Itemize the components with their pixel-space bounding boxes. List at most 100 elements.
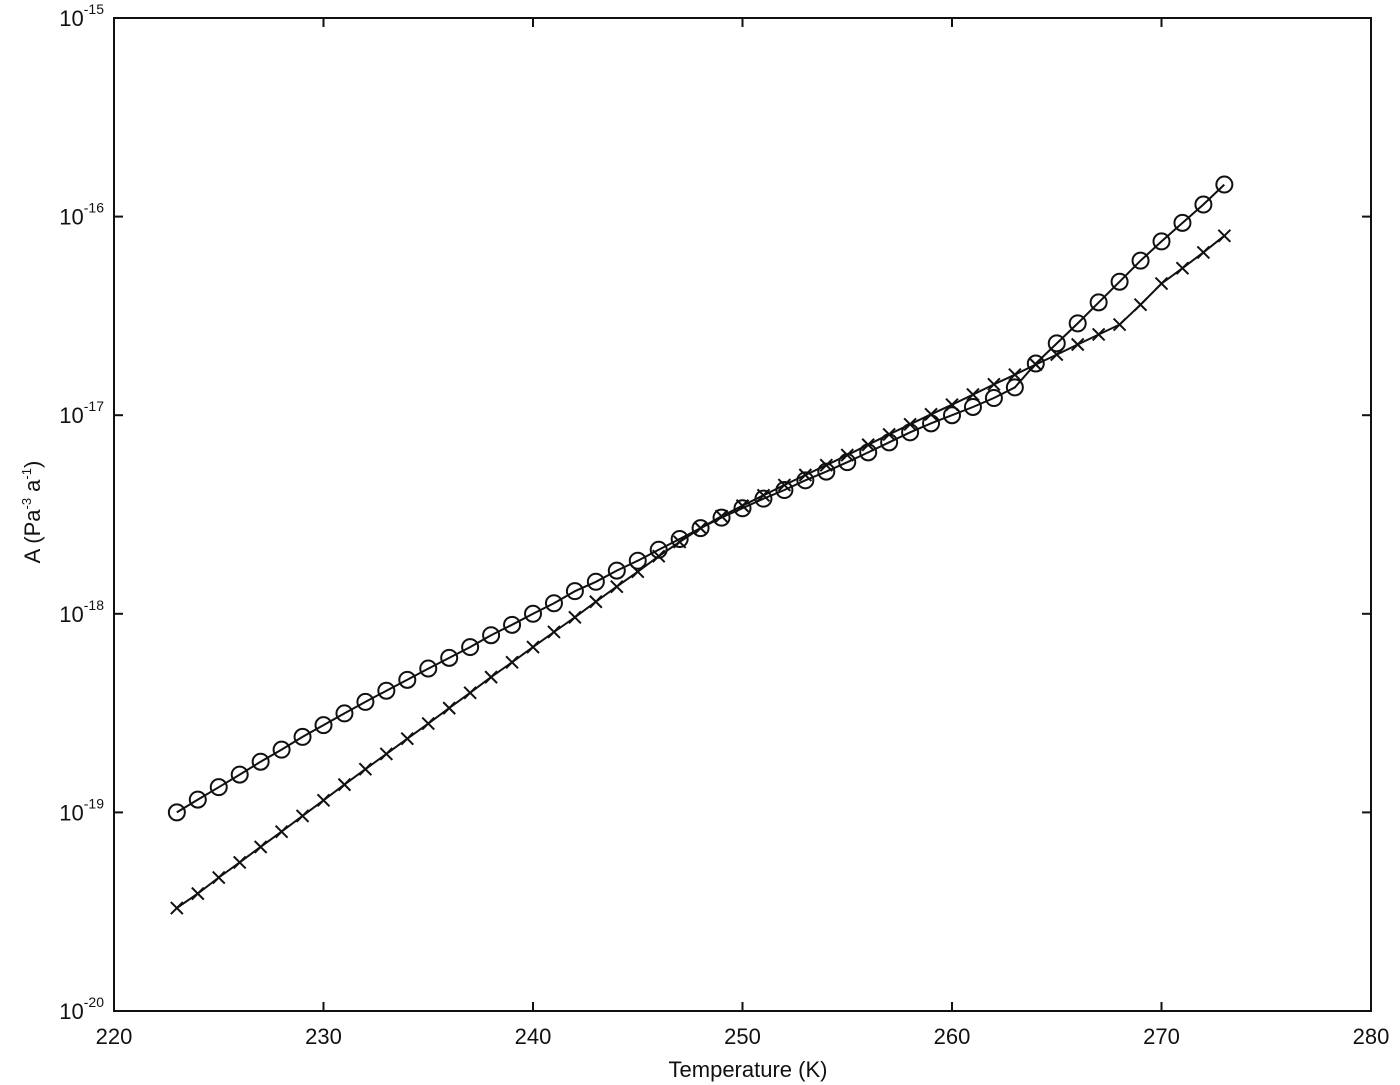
- x-tick-label: 260: [934, 1024, 971, 1049]
- x-tick-label: 240: [515, 1024, 552, 1049]
- y-axis-title-suffix: ): [20, 461, 45, 468]
- data-point-cross: [1175, 261, 1190, 275]
- y-tick-label: 10-18: [59, 597, 104, 627]
- data-point-circle: [293, 727, 312, 746]
- data-point-cross: [631, 564, 645, 579]
- y-axis-title-prefix: A (Pa: [20, 509, 45, 564]
- data-point-circle: [1110, 272, 1129, 291]
- data-point-circle: [712, 508, 731, 527]
- data-point-circle: [565, 582, 584, 601]
- data-point-cross: [589, 595, 603, 609]
- plot-frame: [113, 17, 1372, 1012]
- data-point-cross: [526, 640, 540, 654]
- y-tick-exponent: -20: [84, 994, 104, 1010]
- data-point-circle: [230, 765, 249, 784]
- y-tick-base: 10: [59, 602, 83, 627]
- data-point-circle: [733, 499, 752, 518]
- data-point-circle: [1131, 251, 1150, 270]
- data-point-cross: [735, 499, 750, 513]
- x-axis-title: Temperature (K): [669, 1057, 828, 1082]
- data-point-cross: [1029, 357, 1043, 372]
- data-point-cross: [1112, 317, 1127, 332]
- data-point-cross: [840, 448, 854, 462]
- data-point-circle: [377, 681, 396, 700]
- data-point-cross: [379, 747, 394, 761]
- data-point-cross: [400, 731, 415, 746]
- data-point-circle: [984, 389, 1003, 408]
- data-point-cross: [693, 521, 708, 535]
- data-point-circle: [398, 670, 417, 689]
- data-point-cross: [170, 901, 184, 915]
- data-point-cross: [945, 397, 959, 412]
- axis-ticks: 220 230 240 250 260 270 28010-2010-1910-1810-1…: [59, 1, 1389, 1049]
- data-point-circle: [314, 716, 333, 735]
- y-tick-label: 10-15: [59, 1, 104, 31]
- data-point-cross: [1133, 298, 1148, 312]
- data-point-cross: [798, 468, 813, 482]
- y-tick-base: 10: [59, 6, 83, 31]
- y-axis-title-middle: a: [20, 479, 45, 498]
- data-point-cross: [1196, 245, 1211, 260]
- data-point-circle: [482, 626, 501, 645]
- data-point-circle: [272, 740, 291, 759]
- y-tick-label: 10-20: [59, 994, 104, 1024]
- data-point-cross: [191, 886, 205, 901]
- data-point-circle: [1068, 314, 1087, 333]
- y-tick-base: 10: [59, 403, 83, 428]
- data-point-cross: [358, 762, 373, 776]
- y-tick-label: 10-16: [59, 200, 104, 230]
- data-point-cross: [1050, 347, 1064, 362]
- data-point-cross: [861, 438, 875, 452]
- series-circle: [167, 175, 1234, 822]
- data-point-cross: [987, 377, 1001, 392]
- data-point-circle: [188, 790, 207, 809]
- data-point-circle: [628, 551, 647, 570]
- y-tick-label: 10-17: [59, 398, 104, 428]
- data-point-cross: [1217, 229, 1232, 243]
- data-point-circle: [419, 659, 438, 678]
- data-point-circle: [943, 406, 961, 425]
- data-point-circle: [796, 471, 815, 490]
- data-point-cross: [756, 488, 771, 503]
- y-tick-base: 10: [59, 999, 83, 1024]
- data-point-circle: [1026, 354, 1045, 373]
- y-tick-exponent: -18: [84, 597, 104, 613]
- y-tick-exponent: -16: [84, 200, 104, 216]
- data-point-cross: [777, 478, 792, 492]
- data-point-cross: [903, 417, 917, 431]
- data-point-circle: [335, 704, 354, 723]
- data-point-circle: [607, 561, 626, 580]
- data-point-cross: [882, 427, 896, 442]
- data-point-cross: [966, 387, 980, 402]
- x-tick-label: 280: [1353, 1024, 1390, 1049]
- data-point-cross: [316, 793, 331, 808]
- data-point-circle: [1089, 293, 1108, 312]
- x-tick-label: 270: [1143, 1024, 1180, 1049]
- data-point-circle: [356, 692, 375, 711]
- y-tick-exponent: -17: [84, 398, 104, 414]
- data-point-cross: [1008, 367, 1022, 382]
- data-point-circle: [461, 638, 480, 657]
- x-tick-label: 230: [305, 1024, 342, 1049]
- data-point-circle: [691, 519, 710, 538]
- data-point-cross: [1091, 327, 1106, 342]
- data-point-circle: [167, 803, 186, 822]
- data-point-circle: [1215, 175, 1234, 194]
- data-point-cross: [337, 777, 352, 792]
- data-point-cross: [212, 870, 226, 885]
- data-point-cross: [610, 579, 624, 594]
- data-point-circle: [503, 615, 522, 634]
- y-axis-title-sup2: -1: [19, 468, 34, 480]
- x-tick-label: 220: [96, 1024, 133, 1049]
- data-point-cross: [819, 458, 834, 472]
- y-axis-title-sup1: -3: [19, 498, 34, 510]
- data-point-circle: [586, 572, 605, 591]
- data-point-cross: [714, 509, 729, 523]
- data-point-cross: [274, 824, 289, 839]
- data-point-circle: [1047, 334, 1066, 353]
- y-tick-label: 10-19: [59, 795, 104, 825]
- data-point-circle: [544, 594, 563, 613]
- data-point-cross: [547, 625, 561, 639]
- series-cross: [170, 229, 1232, 915]
